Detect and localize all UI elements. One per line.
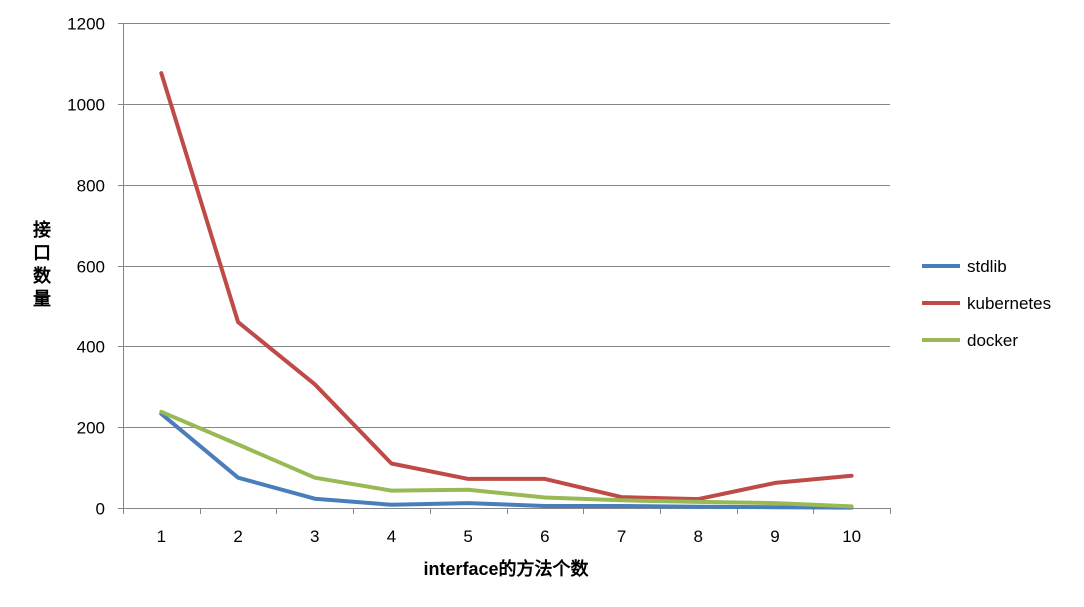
- x-tick-label: 9: [770, 527, 779, 546]
- x-tick-label: 3: [310, 527, 319, 546]
- series-line-stdlib: [159, 411, 854, 510]
- x-tick-label: 6: [540, 527, 549, 546]
- y-tick-label: 1000: [67, 96, 105, 115]
- y-tick-labels: 0 200 400 600 800 1000 1200: [67, 15, 105, 519]
- x-tick-label: 1: [157, 527, 166, 546]
- y-tick-label: 400: [77, 338, 105, 357]
- legend-label-stdlib: stdlib: [967, 257, 1007, 276]
- x-tick-labels: 1 2 3 4 5 6 7 8 9 10: [157, 527, 861, 546]
- series-line-docker: [159, 409, 854, 509]
- x-tick-label: 4: [387, 527, 396, 546]
- gridlines: [123, 23, 890, 428]
- y-tick-label: 600: [77, 258, 105, 277]
- legend-label-docker: docker: [967, 331, 1018, 350]
- x-axis-title: interface的方法个数: [423, 558, 589, 579]
- series-line-kubernetes: [159, 71, 854, 502]
- x-tick-label: 8: [694, 527, 703, 546]
- y-tick-label: 200: [77, 419, 105, 438]
- series-lines: [159, 71, 854, 510]
- y-tick-label: 800: [77, 177, 105, 196]
- y-axis-title: 接口数量: [33, 219, 52, 309]
- y-tick-label: 0: [96, 500, 105, 519]
- x-tick-label: 10: [842, 527, 861, 546]
- legend-label-kubernetes: kubernetes: [967, 294, 1051, 313]
- x-tick-label: 5: [463, 527, 472, 546]
- x-tick-label: 7: [617, 527, 626, 546]
- x-tick-label: 2: [233, 527, 242, 546]
- y-tick-label: 1200: [67, 15, 105, 34]
- legend: stdlib kubernetes docker: [922, 257, 1051, 350]
- axes: [118, 23, 891, 514]
